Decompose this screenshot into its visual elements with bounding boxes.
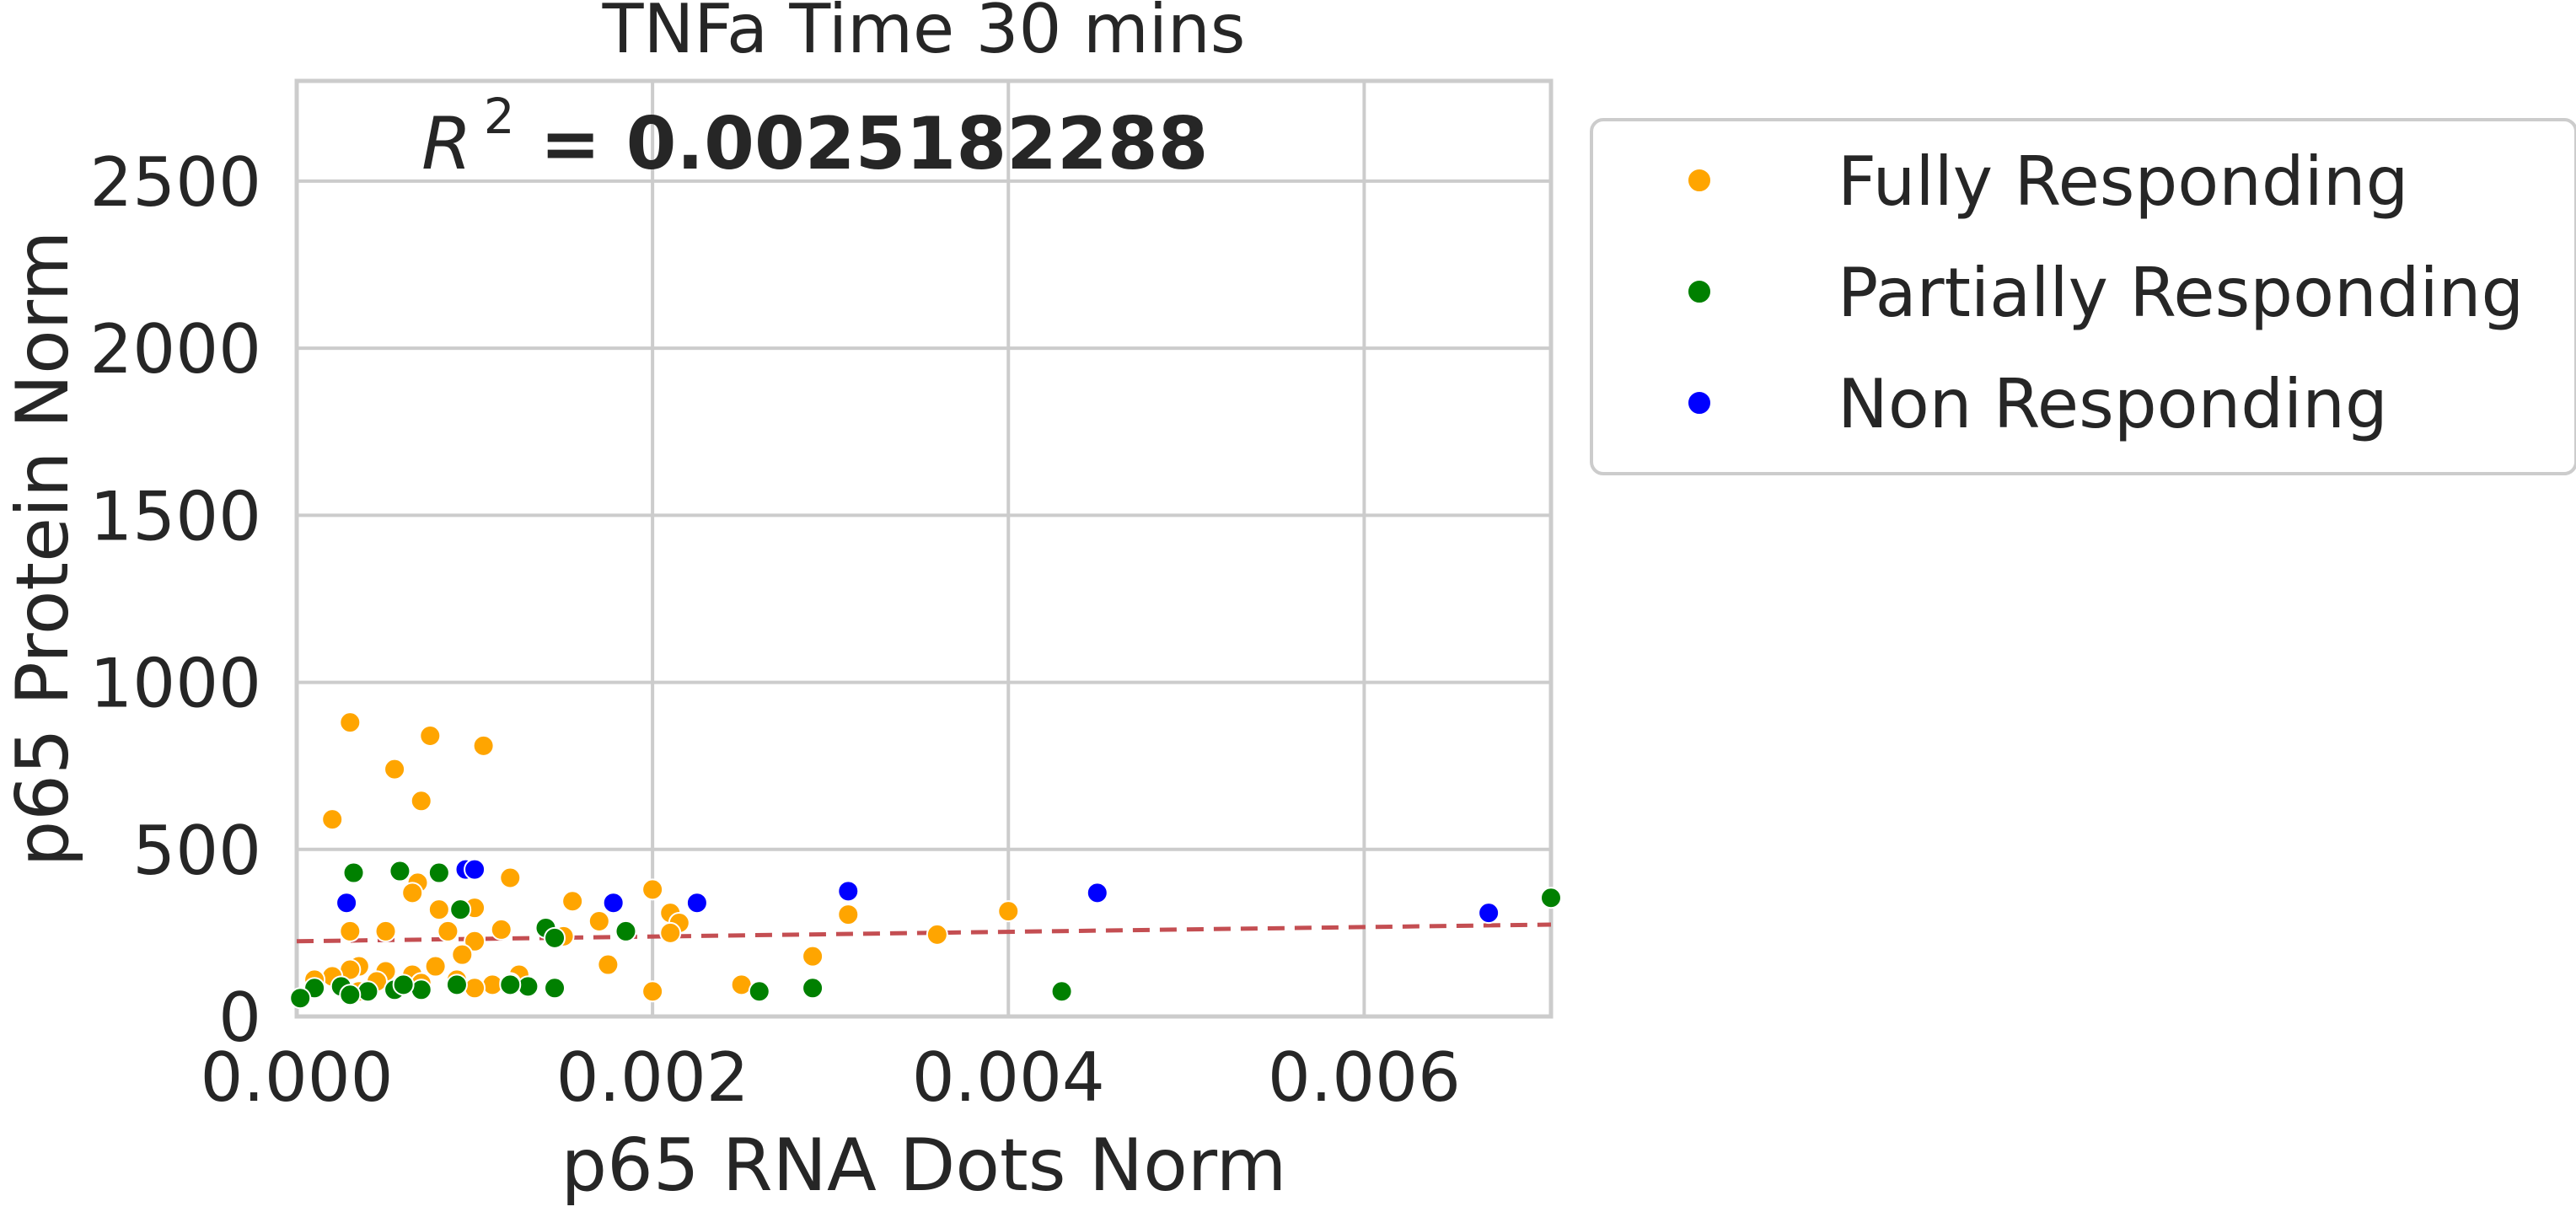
data-point [342, 861, 365, 884]
legend: Fully Responding Partially Responding Non … [1590, 118, 2576, 475]
data-point [451, 943, 474, 966]
data-point [321, 808, 344, 831]
data-point [1050, 980, 1073, 1003]
data-point [1086, 882, 1108, 904]
data-point [424, 955, 447, 978]
data-point [837, 904, 860, 926]
data-point [544, 926, 566, 949]
r-squared-value: = 0.0025182288 [515, 102, 1209, 186]
data-point [335, 892, 358, 914]
data-point [427, 898, 450, 921]
data-point [641, 878, 664, 901]
data-point [339, 984, 362, 1006]
data-point [926, 923, 948, 946]
data-point [384, 758, 406, 780]
data-point [339, 711, 362, 734]
series-partially-responding [289, 860, 1562, 1010]
data-point [614, 920, 637, 942]
x-tick-label: 0.006 [1268, 1038, 1461, 1117]
data-point [445, 973, 468, 996]
data-point [499, 973, 522, 996]
legend-marker [1687, 279, 1712, 304]
y-gridlines [297, 179, 1551, 1018]
data-point [597, 953, 620, 976]
data-point [659, 921, 682, 944]
data-point [561, 890, 584, 913]
data-point [410, 790, 432, 812]
data-point [464, 977, 486, 1000]
legend-label: Fully Responding [1838, 142, 2408, 221]
data-points [289, 711, 1562, 1010]
data-point [1478, 902, 1500, 925]
data-point [464, 930, 486, 952]
data-point [472, 734, 495, 757]
data-point [490, 918, 513, 941]
y-tick-label: 500 [132, 812, 261, 890]
data-point [401, 882, 424, 904]
y-tick-label: 2500 [89, 143, 261, 222]
legend-box [1590, 118, 2576, 475]
y-tick-label: 0 [218, 979, 261, 1057]
data-point [449, 898, 472, 921]
data-point [289, 987, 312, 1010]
data-point [427, 861, 450, 884]
data-point [748, 980, 770, 1003]
data-point [802, 945, 824, 968]
chart-title: TNFa Time 30 mins [602, 0, 1246, 68]
data-point [685, 892, 708, 914]
data-point [374, 920, 397, 942]
y-tick-label: 2000 [89, 310, 261, 389]
data-point [588, 910, 610, 933]
data-point [419, 725, 442, 747]
legend-marker [1687, 390, 1712, 416]
y-tick-labels: 0 500 1000 1500 2000 2500 [89, 143, 261, 1057]
data-point [602, 892, 625, 914]
regression-line [296, 922, 1552, 944]
data-point [499, 866, 522, 889]
y-tick-label: 1000 [89, 645, 261, 723]
data-point [437, 920, 459, 942]
data-point [837, 880, 860, 903]
r-squared-symbol: R [421, 102, 472, 186]
data-point [802, 977, 824, 1000]
y-axis-label: p65 Protein Norm [1, 231, 85, 867]
data-point [641, 980, 664, 1003]
y-tick-label: 1500 [89, 477, 261, 555]
plot-frame [294, 78, 1554, 1019]
legend-label: Partially Responding [1838, 254, 2524, 332]
data-point [544, 977, 566, 1000]
data-point [997, 900, 1020, 923]
x-tick-labels: 0.000 0.002 0.004 0.006 [200, 1038, 1460, 1117]
legend-marker [1687, 168, 1712, 193]
series-non-responding [335, 858, 1500, 925]
data-point [464, 858, 486, 881]
legend-items: Fully Responding Partially Responding Non … [1687, 142, 2524, 443]
legend-label: Non Responding [1838, 365, 2388, 443]
data-point [1540, 887, 1562, 909]
x-tick-label: 0.002 [556, 1038, 749, 1117]
data-point [389, 860, 411, 882]
data-point [357, 980, 379, 1003]
data-point [392, 973, 415, 996]
r-squared-superscript: 2 [484, 88, 515, 145]
data-point [339, 920, 362, 942]
x-tick-label: 0.000 [200, 1038, 393, 1117]
x-tick-label: 0.004 [912, 1038, 1105, 1117]
x-axis-label: p65 RNA Dots Norm [561, 1124, 1287, 1208]
